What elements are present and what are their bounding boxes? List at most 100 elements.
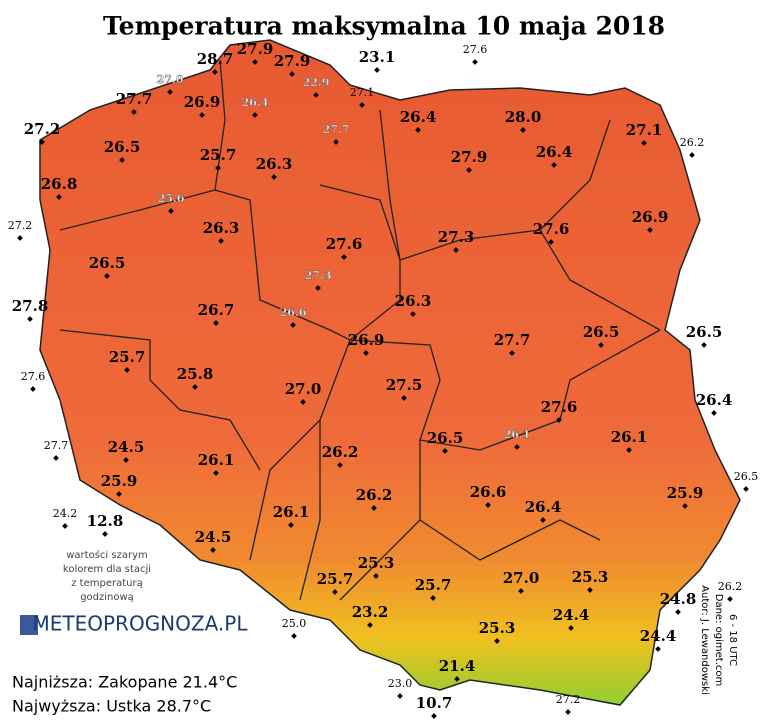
station-dot: [675, 609, 681, 615]
station-value: 27.9: [237, 40, 274, 58]
station-dot: [363, 350, 369, 356]
station-value: 27.2: [24, 120, 61, 138]
station-value: 27.1: [626, 121, 663, 139]
station-dot: [565, 709, 571, 715]
station-value: 23.1: [359, 48, 396, 66]
station-value: 12.8: [87, 512, 124, 530]
logo: METEOPROGNOZA.PL: [33, 612, 249, 636]
station-value: 25.7: [317, 570, 354, 588]
station-dot: [466, 167, 472, 173]
station-dot: [641, 140, 647, 146]
station-dot: [472, 59, 478, 65]
station-value: 25.7: [415, 576, 452, 594]
station-value: 27.6: [326, 235, 363, 253]
station-value: 10.7: [416, 694, 453, 712]
station-value: 26.4: [525, 498, 562, 516]
station-dot: [367, 622, 373, 628]
station-dot: [689, 152, 695, 158]
station-value: 27.3: [438, 228, 475, 246]
station-value: 23.0: [388, 677, 413, 690]
station-value: 27.6: [463, 43, 488, 56]
station-value: 27.7: [323, 123, 350, 136]
station-value: 27.2: [8, 219, 33, 232]
station-dot: [453, 247, 459, 253]
station-dot: [337, 462, 343, 468]
station-dot: [556, 417, 562, 423]
station-value: 26.6: [470, 483, 507, 501]
station-dot: [397, 693, 403, 699]
station-dot: [371, 505, 377, 511]
station-value: 24.5: [108, 438, 145, 456]
note-line: godzinową: [80, 592, 134, 603]
station-value: 25.3: [479, 619, 516, 637]
station-value: 26.4: [536, 143, 573, 161]
station-dot: [332, 589, 338, 595]
station-dot: [300, 399, 306, 405]
station-value: 25.7: [200, 146, 237, 164]
station-value: 26.5: [583, 323, 620, 341]
station-dot: [290, 322, 296, 328]
station-dot: [431, 713, 437, 719]
station-dot: [119, 157, 125, 163]
station-dot: [53, 455, 59, 461]
lowest: Najniższa: Zakopane 21.4°C: [12, 673, 237, 692]
station-value: 27.0: [503, 569, 540, 587]
station-dot: [17, 235, 23, 241]
station-value: 26.3: [256, 155, 293, 173]
station-value: 26.9: [348, 331, 385, 349]
station-dot: [104, 273, 110, 279]
station-value: 25.7: [109, 348, 146, 366]
station-dot: [315, 285, 321, 291]
station-value: 25.0: [282, 617, 307, 630]
station-dot: [373, 573, 379, 579]
station-dot: [514, 444, 520, 450]
station-dot: [494, 638, 500, 644]
station-value: 26.1: [611, 428, 648, 446]
station-value: 26.8: [41, 175, 78, 193]
station-value: 26.4: [696, 391, 733, 409]
station-dot: [626, 447, 632, 453]
station-value: 27.9: [274, 52, 311, 70]
station-value: 27.7: [116, 90, 153, 108]
station-dot: [124, 367, 130, 373]
station-value: 28.0: [505, 108, 542, 126]
station-dot: [401, 395, 407, 401]
station-value: 26.2: [322, 443, 359, 461]
station-value: 26.4: [242, 96, 269, 109]
station-value: 26.5: [89, 254, 126, 272]
station-value: 26.3: [203, 219, 240, 237]
station-value: 27.6: [533, 220, 570, 238]
station-value: 27.3: [305, 269, 332, 282]
station-dot: [218, 238, 224, 244]
station-value: 26.1: [198, 451, 235, 469]
station-value: 27.6: [21, 370, 46, 383]
station-value: 24.4: [640, 627, 677, 645]
station-dot: [210, 547, 216, 553]
station-dot: [518, 588, 524, 594]
station-value: 22.9: [303, 76, 330, 89]
station-value: 26.2: [718, 580, 743, 593]
station-value: 27.9: [451, 148, 488, 166]
station-dot: [131, 109, 137, 115]
credit: Autor: J. Lewandowski: [699, 585, 710, 695]
station-dot: [27, 316, 33, 322]
station-dot: [442, 448, 448, 454]
station-value: 27.0: [157, 73, 184, 86]
station-value: 26.5: [734, 470, 759, 483]
station-value: 26.1: [504, 428, 531, 441]
station-value: 26.7: [198, 301, 235, 319]
station-dot: [743, 486, 749, 492]
credits: Autor: J. Lewandowski Dane: ogimet.com 6…: [699, 585, 738, 695]
station-value: 24.2: [53, 507, 78, 520]
station-dot: [682, 503, 688, 509]
station-value: 28.7: [197, 50, 234, 68]
station-dot: [62, 523, 68, 529]
station-value: 25.9: [101, 472, 138, 490]
station-dot: [509, 350, 515, 356]
station-value: 26.1: [273, 503, 310, 521]
credit: Dane: ogimet.com: [713, 594, 724, 686]
credit: 6 - 18 UTC: [727, 614, 738, 666]
station-dot: [551, 162, 557, 168]
